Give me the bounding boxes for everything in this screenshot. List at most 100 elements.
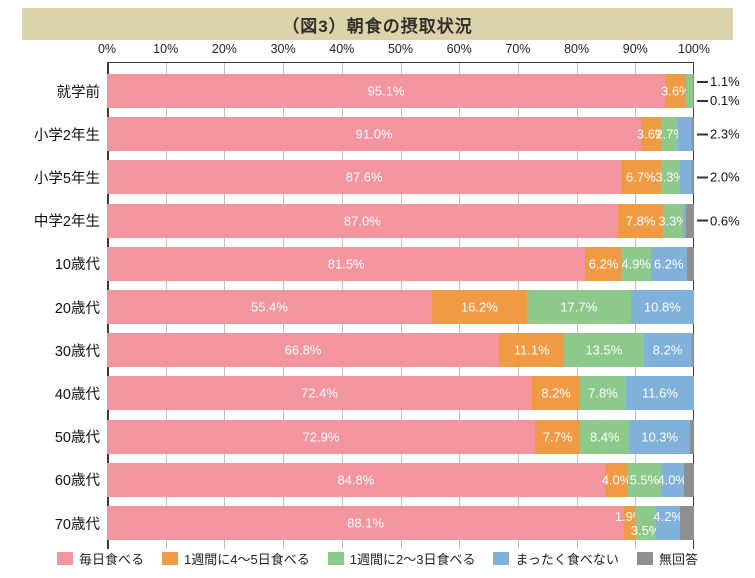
bar-segment-never [692, 74, 694, 108]
bar-segment-wk45 [531, 376, 581, 411]
bar-segment-wk23 [580, 419, 630, 454]
legend-label: 1週間に2〜3日食べる [349, 552, 476, 567]
category-label: 小学5年生 [33, 170, 100, 187]
bar-segment-na [691, 160, 694, 195]
bar-segment-wk23 [564, 333, 644, 368]
category-label: 10歳代 [54, 257, 100, 274]
bar-row: 81.5% 6.2% 4.9% 6.2% [107, 246, 694, 281]
category-label: 70歳代 [54, 516, 100, 533]
segment-value-label: 66.8% [284, 342, 322, 358]
callout-value-label: 0.1% [697, 93, 740, 108]
bar-segment-wk23 [580, 376, 626, 411]
axis-tick-label: 80% [564, 42, 590, 56]
bar-segment-daily [107, 376, 532, 411]
legend-label: 1週間に4〜5日食べる [184, 552, 310, 567]
segment-value-label: 87.0% [343, 213, 381, 229]
bar-segment-wk23 [635, 506, 656, 540]
bar-segment-wk23 [663, 203, 683, 238]
callout-value-label: 2.3% [697, 127, 740, 142]
bar-segment-daily [107, 160, 622, 195]
bar-segment-daily [107, 74, 666, 108]
segment-value-label: 72.4% [301, 385, 338, 401]
axis-tick-label: 100% [678, 42, 710, 56]
bar-segment-never [650, 246, 687, 281]
callout-value-label: 2.0% [697, 170, 740, 185]
callout-leader-line [697, 99, 708, 102]
segment-value-label: 3.3% [658, 213, 688, 229]
axis-tick-label: 30% [270, 42, 296, 56]
bar-segment-daily [107, 117, 642, 152]
category-label: 40歳代 [54, 386, 100, 403]
bar-row: 72.9% 7.7% 8.4% 10.3% [107, 419, 694, 454]
bar-row: 84.8% 4.0% 5.5% 4.0% [107, 462, 694, 497]
segment-value-label: 3.3% [655, 169, 686, 185]
bar-row: 87.0% 7.8% 3.3% 0.6% [107, 203, 740, 238]
plot-area: 0% 10% 20% 30% 40% 50% 60% 70% 80% 90% 100% 就学前 95.1… [34, 42, 740, 549]
segment-value-label: 4.2% [653, 509, 683, 524]
segment-value-label: 6.2% [653, 256, 684, 272]
bar-row: 91.0% 3.6% 2.7% 2.3% [107, 117, 740, 152]
legend-swatch-na [636, 552, 653, 565]
bar-segment-never [655, 506, 681, 540]
bar-segment-daily [107, 246, 586, 281]
bar-segment-daily [107, 333, 500, 368]
chart-title: （図3）朝食の摂取状況 [282, 16, 473, 36]
segment-value-label: 3.5% [630, 523, 661, 538]
segment-value-label: 84.8% [337, 472, 375, 488]
bar-segment-daily [107, 290, 432, 324]
segment-value-label: 10.8% [643, 299, 681, 315]
bar-segment-wk45 [499, 333, 565, 368]
segment-value-label: 17.7% [560, 299, 598, 315]
bar-segment-never [678, 117, 692, 152]
segment-value-label: 8.2% [541, 385, 571, 401]
bar-row: 55.4% 16.2% 17.7% 10.8% [107, 290, 694, 324]
segment-value-label: 3.6% [660, 83, 691, 99]
legend-item-wk45: 1週間に4〜5日食べる [162, 549, 310, 568]
bar-segment-wk45 [621, 160, 661, 195]
segment-value-label: 10.3% [641, 429, 679, 445]
bar-segment-wk23 [621, 246, 651, 281]
segment-value-label: 16.2% [460, 299, 498, 315]
bar-segment-na [686, 203, 694, 238]
segment-value-label: 8.4% [589, 429, 620, 445]
bar-segment-never [679, 160, 692, 195]
bar-row: 95.1% 3.6% 1.1% 0.1% [107, 74, 740, 108]
bar-segment-wk45 [641, 117, 663, 152]
bar-segment-wk45 [624, 506, 636, 540]
category-label: 30歳代 [54, 343, 100, 360]
segment-value-label: 6.7% [626, 169, 656, 185]
segment-value-label: 4.0% [601, 472, 632, 488]
bar-segment-wk23 [660, 160, 680, 195]
bar-segment-na [686, 246, 694, 281]
legend: 毎日食べる 1週間に4〜5日食べる 1週間に2〜3日食べる まったく食べない 無回答 [0, 549, 755, 568]
bar-row: 87.6% 6.7% 3.3% 2.0% [107, 160, 740, 195]
segment-value-label: 4.0% [657, 472, 688, 488]
segment-value-label: 7.7% [542, 429, 573, 445]
callout-leader-line [697, 133, 708, 136]
category-label: 60歳代 [54, 473, 100, 490]
segment-value-label: 7.8% [588, 385, 618, 401]
bar-segment-never [625, 376, 694, 411]
category-label: 小学2年生 [33, 127, 100, 144]
bar-segment-never [682, 203, 687, 238]
bar-segment-wk45 [604, 462, 629, 497]
axis-tick-label: 90% [622, 42, 648, 56]
segment-value-label: 72.9% [302, 429, 340, 445]
segment-value-label: 11.6% [642, 385, 678, 401]
callout-leader-line [697, 219, 708, 222]
bar-row: 88.1% 1.9% 3.5% 4.2% [107, 506, 694, 540]
bar-segment-wk45 [617, 203, 664, 238]
bar-segment-wk45 [534, 419, 581, 454]
segment-value-label: 3.6% [636, 126, 667, 142]
axis-tick-label: 60% [446, 42, 472, 56]
bar-segment-wk45 [431, 290, 527, 324]
bar-segment-never [629, 419, 690, 454]
bar-row: 72.4% 8.2% 7.8% 11.6% [107, 376, 694, 411]
bar-segment-wk23 [686, 74, 693, 108]
axis-tick-label: 10% [153, 42, 179, 56]
bar-segment-daily [107, 506, 625, 540]
bar-segment-daily [107, 419, 535, 454]
legend-swatch-wk45 [162, 552, 179, 565]
bar-segment-na [689, 419, 694, 454]
